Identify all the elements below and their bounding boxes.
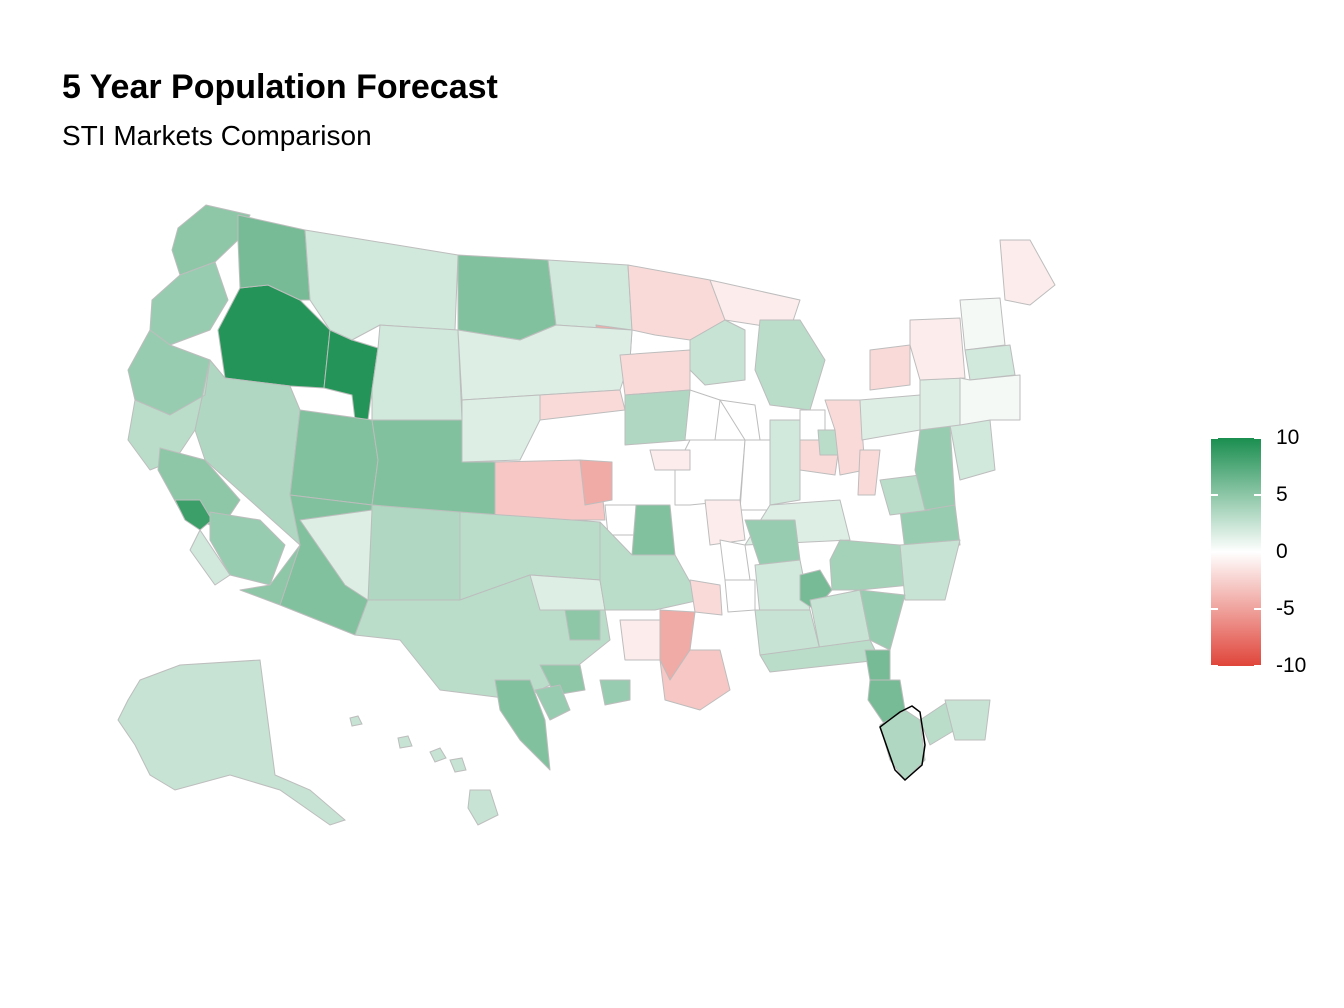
market-region <box>739 439 771 511</box>
market-region <box>959 374 1021 426</box>
market-region <box>127 359 211 471</box>
hawaii-region <box>349 715 363 727</box>
legend-tick-label: -10 <box>1276 654 1307 677</box>
market-region <box>754 319 826 411</box>
market-region <box>189 529 231 586</box>
market-region <box>149 261 229 346</box>
market-region <box>857 449 881 496</box>
hawaii-region <box>449 757 467 773</box>
market-region <box>964 344 1016 381</box>
market-region <box>371 324 463 421</box>
market-region <box>724 579 756 613</box>
market-region <box>174 499 213 531</box>
market-region <box>624 389 691 446</box>
hawaii-region <box>397 735 413 749</box>
market-region <box>659 649 731 711</box>
market-region <box>457 254 557 341</box>
alaska-region <box>117 659 346 826</box>
legend-tick-mark <box>1254 608 1261 610</box>
legend-tick-label: 5 <box>1276 483 1288 506</box>
market-region <box>684 389 721 441</box>
market-region <box>599 521 701 611</box>
market-region <box>824 399 866 476</box>
highlighted-market-outline <box>879 705 926 782</box>
market-region <box>547 259 633 331</box>
market-region <box>949 419 996 481</box>
market-region <box>604 504 637 536</box>
legend-tick-label: 0 <box>1276 540 1288 563</box>
hawaii-region <box>429 747 447 763</box>
market-region <box>367 504 461 601</box>
market-region <box>719 539 751 581</box>
chart-subtitle: STI Markets Comparison <box>62 120 372 151</box>
legend-tick-mark <box>1211 494 1218 496</box>
market-region <box>999 239 1056 306</box>
legend-tick-mark <box>1211 608 1218 610</box>
legend-tick-mark <box>1254 494 1261 496</box>
legend-tick-label: 10 <box>1276 426 1300 449</box>
legend-tick-mark <box>1254 665 1261 667</box>
market-region <box>869 344 911 391</box>
market-region <box>649 449 691 471</box>
market-region <box>461 394 541 463</box>
market-region <box>599 679 631 706</box>
market-region <box>457 324 633 401</box>
legend-tick-label: -5 <box>1276 597 1295 620</box>
market-region <box>899 539 961 601</box>
market-region <box>619 349 691 396</box>
market-region <box>619 619 661 661</box>
market-region <box>879 474 931 516</box>
market-region <box>689 579 723 616</box>
market-region <box>323 329 379 421</box>
hawaii-region <box>467 789 499 826</box>
market-region <box>719 399 761 441</box>
market-region <box>944 699 991 741</box>
market-region <box>539 389 626 421</box>
market-region <box>564 609 601 641</box>
market-region <box>289 409 379 506</box>
market-region <box>534 684 571 721</box>
market-region <box>494 679 551 771</box>
market-region <box>529 574 606 611</box>
legend-tick-mark <box>1254 551 1261 553</box>
legend-tick-mark <box>1254 437 1261 439</box>
market-region <box>744 519 801 566</box>
legend-tick-mark <box>1211 437 1218 439</box>
legend-tick-mark <box>1211 551 1218 553</box>
market-region <box>769 419 801 506</box>
market-region <box>829 539 911 591</box>
market-region <box>304 229 459 341</box>
legend-tick-mark <box>1211 665 1218 667</box>
market-region <box>579 459 613 506</box>
legend-color-bar <box>1211 438 1261 666</box>
market-region <box>704 499 746 546</box>
market-region <box>237 214 311 301</box>
market-region <box>909 317 966 381</box>
market-region <box>631 504 676 556</box>
market-region <box>959 297 1006 351</box>
market-region <box>919 377 961 431</box>
chart-title: 5 Year Population Forecast <box>62 68 498 106</box>
market-region <box>859 394 921 441</box>
market-region <box>239 544 301 606</box>
